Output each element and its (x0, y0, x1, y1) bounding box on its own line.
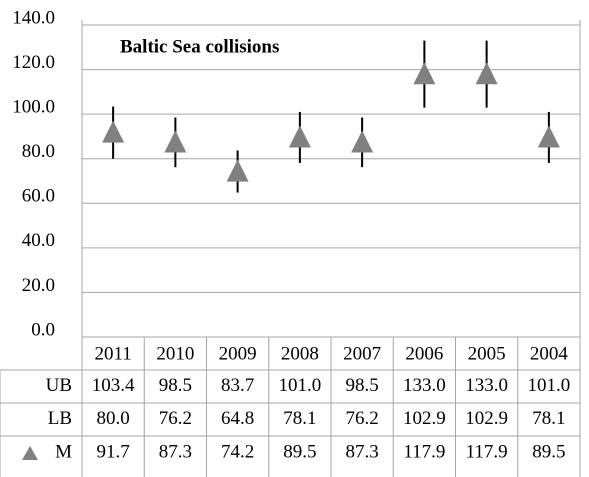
marker (288, 125, 311, 148)
table-value: 80.0 (97, 408, 130, 429)
marker (164, 130, 187, 153)
table-value: 133.0 (465, 375, 508, 396)
table-value: 133.0 (403, 375, 446, 396)
table-value: 117.9 (466, 441, 508, 462)
table-value: 83.7 (221, 375, 254, 396)
y-tick-label: 120.0 (12, 52, 55, 73)
x-tick-label: 2004 (530, 343, 569, 364)
marker (537, 125, 560, 148)
table-value: 76.2 (346, 408, 379, 429)
table-value: 102.9 (403, 408, 446, 429)
marker (226, 159, 249, 182)
x-tick-label: 2008 (281, 343, 319, 364)
table-value: 78.1 (283, 408, 316, 429)
marker (413, 62, 436, 85)
y-tick-label: 20.0 (22, 275, 55, 296)
legend-label: UB (46, 375, 72, 396)
table-value: 101.0 (528, 375, 571, 396)
x-tick-label: 2009 (219, 343, 257, 364)
table-value: 87.3 (346, 441, 379, 462)
marker (351, 130, 374, 153)
table-value: 87.3 (159, 441, 192, 462)
x-tick-label: 2007 (343, 343, 381, 364)
table-value: 74.2 (221, 441, 254, 462)
y-tick-label: 140.0 (12, 7, 55, 28)
chart-title: Baltic Sea collisions (120, 36, 279, 57)
table-value: 89.5 (283, 441, 316, 462)
table-value: 98.5 (346, 375, 379, 396)
x-tick-label: 2005 (468, 343, 506, 364)
table-value: 98.5 (159, 375, 192, 396)
table-value: 89.5 (532, 441, 565, 462)
legend-marker (22, 446, 38, 460)
table-value: 102.9 (465, 408, 508, 429)
table-value: 64.8 (221, 408, 254, 429)
x-tick-label: 2006 (405, 343, 443, 364)
y-tick-label: 100.0 (12, 97, 55, 118)
table-value: 78.1 (532, 408, 565, 429)
y-tick-label: 0.0 (31, 319, 55, 340)
x-tick-label: 2010 (156, 343, 194, 364)
y-tick-label: 60.0 (22, 186, 55, 207)
legend-label: M (55, 441, 72, 462)
table-value: 91.7 (97, 441, 130, 462)
y-tick-label: 40.0 (22, 230, 55, 251)
marker (102, 120, 125, 143)
table-value: 76.2 (159, 408, 192, 429)
legend-label: LB (48, 408, 72, 429)
y-tick-label: 80.0 (22, 141, 55, 162)
x-tick-label: 2011 (94, 343, 131, 364)
table-value: 103.4 (92, 375, 135, 396)
table-value: 101.0 (279, 375, 322, 396)
marker (475, 62, 498, 85)
table-value: 117.9 (403, 441, 445, 462)
